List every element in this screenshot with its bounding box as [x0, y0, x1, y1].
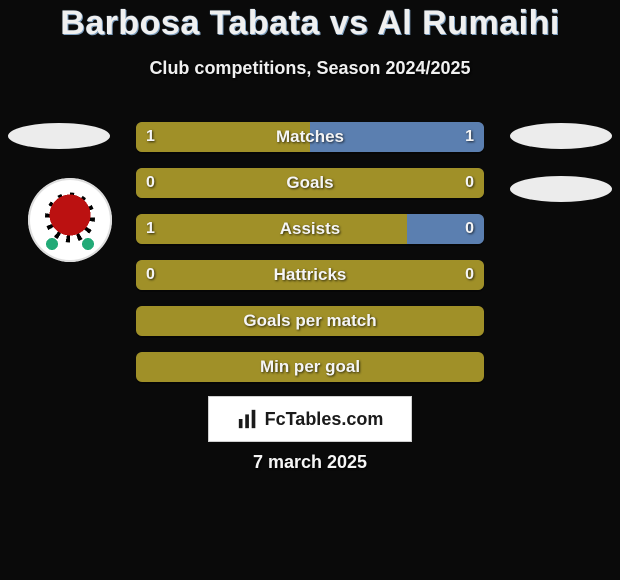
- player1-club-badge: [28, 178, 112, 262]
- title-row: Barbosa Tabata vs Al Rumaihi: [0, 4, 620, 43]
- stat-bars: 11Matches00Goals10Assists00HattricksGoal…: [136, 122, 484, 398]
- player2-club-placeholder: [510, 176, 612, 202]
- stat-row: 11Matches: [136, 122, 484, 152]
- stat-left-fill: [136, 168, 484, 198]
- brand-plate: FcTables.com: [208, 396, 412, 442]
- stat-left-value: 1: [146, 122, 155, 152]
- title: Barbosa Tabata vs Al Rumaihi: [60, 4, 560, 43]
- brand-text: FcTables.com: [265, 409, 384, 430]
- stat-row: Goals per match: [136, 306, 484, 336]
- title-vs: vs: [330, 4, 369, 42]
- stat-left-fill: [136, 122, 310, 152]
- stat-row: Min per goal: [136, 352, 484, 382]
- date: 7 march 2025: [253, 452, 367, 472]
- player1-flag-placeholder: [8, 123, 110, 149]
- stat-right-value: 1: [465, 122, 474, 152]
- stat-left-fill: [136, 214, 407, 244]
- stat-left-fill: [136, 260, 484, 290]
- stat-right-fill: [310, 122, 484, 152]
- brand-logo-icon: [237, 408, 259, 430]
- stat-left-value: 1: [146, 214, 155, 244]
- stat-label: Min per goal: [136, 352, 484, 382]
- stat-row: 10Assists: [136, 214, 484, 244]
- player2-flag-placeholder: [510, 123, 612, 149]
- stat-row: 00Goals: [136, 168, 484, 198]
- stat-left-value: 0: [146, 260, 155, 290]
- stat-right-value: 0: [465, 260, 474, 290]
- comparison-infographic: Barbosa Tabata vs Al Rumaihi Club compet…: [0, 0, 620, 580]
- date-row: 7 march 2025: [0, 452, 620, 473]
- stat-right-value: 0: [465, 214, 474, 244]
- title-player1: Barbosa Tabata: [60, 4, 320, 42]
- stat-right-value: 0: [465, 168, 474, 198]
- subtitle: Club competitions, Season 2024/2025: [149, 58, 470, 78]
- stat-row: 00Hattricks: [136, 260, 484, 290]
- stat-label: Goals per match: [136, 306, 484, 336]
- title-player2: Al Rumaihi: [377, 4, 560, 42]
- stat-left-value: 0: [146, 168, 155, 198]
- subtitle-row: Club competitions, Season 2024/2025: [0, 58, 620, 79]
